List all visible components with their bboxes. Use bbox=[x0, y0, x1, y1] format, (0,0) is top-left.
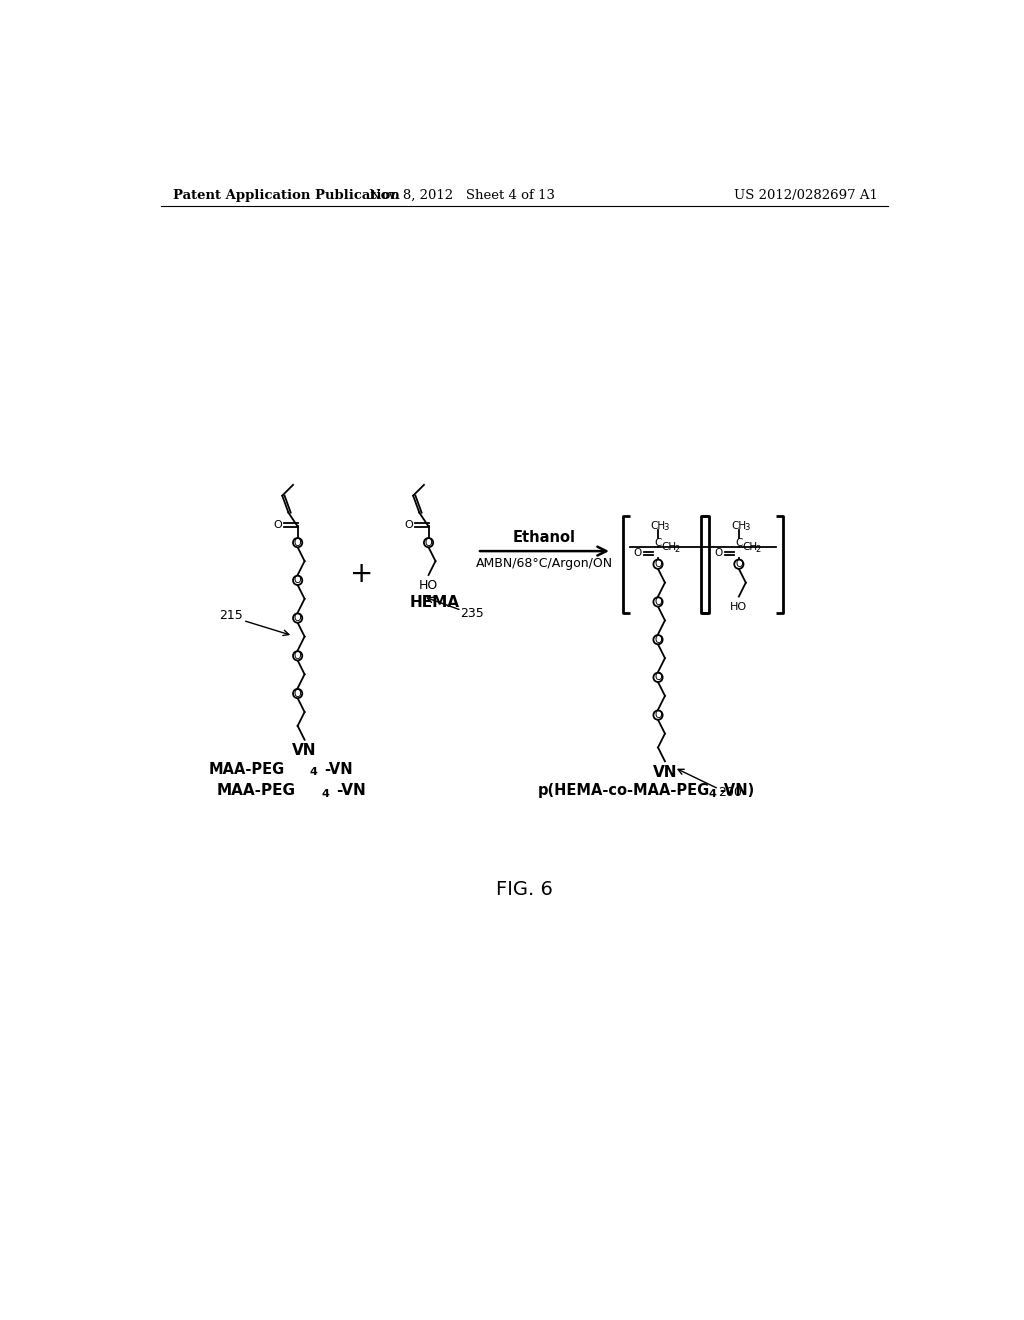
Text: 235: 235 bbox=[460, 607, 483, 620]
Circle shape bbox=[653, 673, 663, 682]
Text: O: O bbox=[404, 520, 413, 529]
Text: C: C bbox=[735, 537, 742, 548]
Text: 4: 4 bbox=[322, 789, 330, 800]
Text: C: C bbox=[654, 537, 662, 548]
Circle shape bbox=[293, 689, 302, 698]
Text: Patent Application Publication: Patent Application Publication bbox=[173, 189, 399, 202]
Text: O: O bbox=[294, 689, 301, 698]
Text: 2: 2 bbox=[675, 545, 680, 554]
Text: O: O bbox=[654, 635, 662, 644]
Text: 4: 4 bbox=[709, 789, 717, 800]
Text: 200: 200 bbox=[718, 785, 741, 799]
Circle shape bbox=[293, 614, 302, 623]
Circle shape bbox=[734, 560, 743, 569]
Circle shape bbox=[293, 576, 302, 585]
Text: 215: 215 bbox=[219, 610, 244, 622]
Text: AMBN/68°C/Argon/ON: AMBN/68°C/Argon/ON bbox=[476, 557, 613, 570]
Text: 4: 4 bbox=[309, 767, 317, 777]
Text: O: O bbox=[634, 548, 642, 558]
Text: FIG. 6: FIG. 6 bbox=[497, 880, 553, 899]
Text: HO: HO bbox=[730, 602, 748, 612]
Text: O: O bbox=[294, 612, 301, 623]
Text: O: O bbox=[654, 560, 662, 569]
Text: O: O bbox=[735, 560, 742, 569]
Text: VN: VN bbox=[292, 743, 316, 758]
Circle shape bbox=[653, 597, 663, 607]
Circle shape bbox=[653, 635, 663, 644]
Text: -VN: -VN bbox=[336, 783, 366, 799]
Text: Ethanol: Ethanol bbox=[513, 529, 575, 545]
Text: O: O bbox=[654, 597, 662, 607]
Text: p(HEMA-co-MAA-PEG: p(HEMA-co-MAA-PEG bbox=[538, 783, 710, 799]
Text: Nov. 8, 2012   Sheet 4 of 13: Nov. 8, 2012 Sheet 4 of 13 bbox=[369, 189, 555, 202]
Text: O: O bbox=[715, 548, 723, 558]
Text: HEMA: HEMA bbox=[410, 595, 460, 610]
Text: MAA-PEG: MAA-PEG bbox=[217, 783, 296, 799]
Text: -VN): -VN) bbox=[719, 783, 754, 799]
Text: US 2012/0282697 A1: US 2012/0282697 A1 bbox=[733, 189, 878, 202]
Text: 3: 3 bbox=[664, 524, 669, 532]
Text: HO: HO bbox=[419, 579, 438, 593]
Text: 2: 2 bbox=[756, 545, 761, 554]
Text: VN: VN bbox=[652, 764, 677, 780]
Circle shape bbox=[293, 651, 302, 660]
Circle shape bbox=[293, 539, 302, 548]
Text: MAA-PEG: MAA-PEG bbox=[208, 762, 285, 776]
Text: O: O bbox=[654, 710, 662, 721]
Text: 3: 3 bbox=[744, 524, 750, 532]
Text: CH: CH bbox=[731, 520, 746, 531]
Text: O: O bbox=[273, 520, 282, 529]
Text: +: + bbox=[350, 560, 373, 589]
Text: O: O bbox=[425, 537, 432, 548]
Text: -VN: -VN bbox=[325, 762, 353, 776]
Text: CH: CH bbox=[662, 543, 677, 552]
Text: O: O bbox=[654, 672, 662, 682]
Text: CH: CH bbox=[742, 543, 757, 552]
Circle shape bbox=[653, 560, 663, 569]
Circle shape bbox=[653, 710, 663, 719]
Text: O: O bbox=[294, 576, 301, 585]
Text: CH: CH bbox=[650, 520, 666, 531]
Circle shape bbox=[424, 539, 433, 548]
Text: O: O bbox=[294, 537, 301, 548]
Text: O: O bbox=[294, 651, 301, 661]
